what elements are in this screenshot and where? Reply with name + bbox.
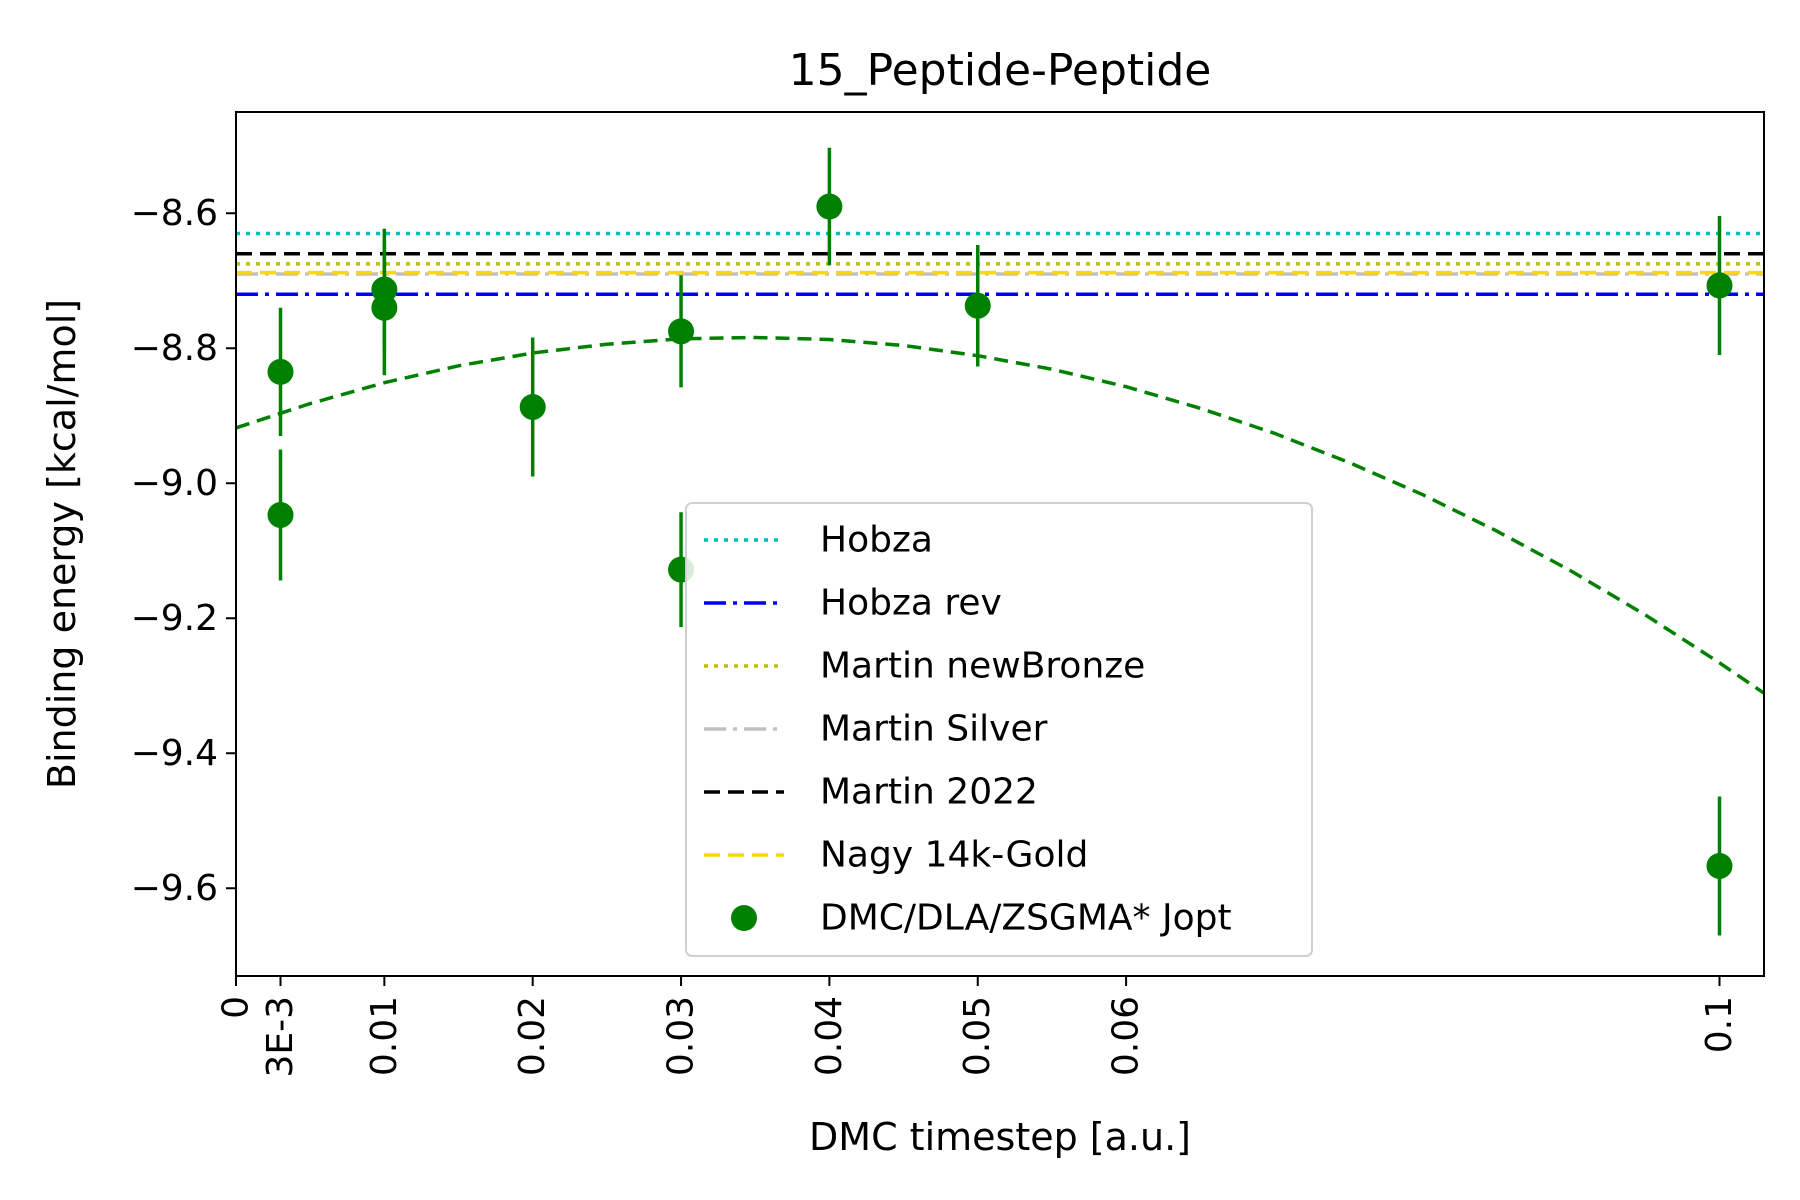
x-tick-label-6: 0.05 [957,996,998,1076]
y-tick-label-3: −9.2 [131,598,218,639]
chart-title: 15_Peptide-Peptide [789,45,1212,96]
legend-label-4: Martin 2022 [820,772,1038,813]
data-point-3 [371,294,398,321]
data-points [267,147,1733,936]
data-point-8 [964,292,991,319]
x-tick-label-8: 0.1 [1699,996,1740,1053]
data-point-4 [519,393,546,420]
data-point-7 [816,193,843,220]
x-tick-label-1: 3E-3 [260,996,301,1078]
x-tick-label-4: 0.03 [661,996,702,1076]
x-tick-label-0: 0 [216,996,257,1019]
x-axis-ticks: 0 3E-3 0.01 0.02 0.03 0.04 0.05 0.06 0.1 [216,976,1740,1078]
data-point-5 [668,318,695,345]
legend-label-series-0: DMC/DLA/ZSGMA* Jopt [820,898,1232,939]
y-tick-label-1: −8.8 [131,328,218,369]
legend-marker-series-0 [731,905,757,931]
x-tick-label-7: 0.06 [1106,996,1147,1076]
fit-curve [236,335,1764,695]
y-tick-label-4: −9.4 [131,733,218,774]
y-tick-label-2: −9.0 [131,463,218,504]
legend-label-5: Nagy 14k-Gold [820,835,1088,876]
legend: Hobza Hobza rev Martin newBronze Martin Sil… [685,502,1313,957]
x-tick-label-2: 0.01 [364,996,405,1076]
fit-curve-layer [236,335,1764,695]
data-point-9 [1706,272,1733,299]
legend-label-2: Martin newBronze [820,646,1145,687]
x-axis-label: DMC timestep [a.u.] [809,1115,1191,1159]
legend-frame [685,502,1313,957]
x-tick-label-5: 0.04 [809,996,850,1076]
legend-label-1: Hobza rev [820,583,1002,624]
y-tick-label-0: −8.6 [131,193,218,234]
y-axis-ticks: −8.6 −8.8 −9.0 −9.2 −9.4 −9.6 [131,193,236,909]
legend-label-3: Martin Silver [820,709,1048,750]
x-tick-label-3: 0.02 [512,996,553,1076]
plot-frame [235,111,1765,977]
legend-label-0: Hobza [820,520,933,561]
data-point-1 [267,501,294,528]
data-point-0 [267,358,294,385]
y-tick-label-5: −9.6 [131,868,218,909]
data-point-10 [1706,852,1733,879]
reference-lines [236,231,1764,296]
y-axis-label: Binding energy [kcal/mol] [40,299,84,789]
